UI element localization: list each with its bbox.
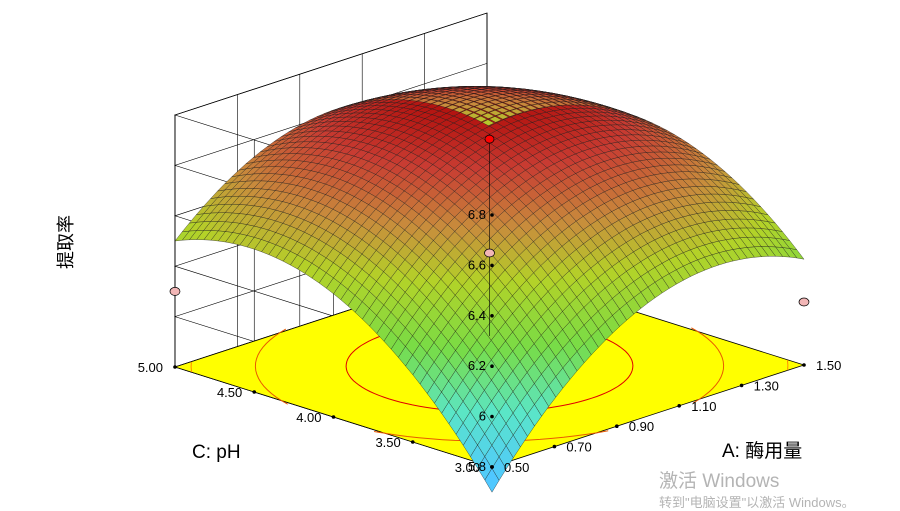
z-tick-label: 6 — [479, 409, 486, 424]
x-tick-label: 0.50 — [504, 460, 529, 475]
x-tick-label: 0.70 — [566, 440, 591, 455]
design-point — [169, 287, 181, 296]
floor-contour — [254, 328, 288, 405]
y-tick-mark — [331, 415, 336, 419]
surface-facet — [174, 230, 190, 242]
y-tick-label: 3.00 — [455, 460, 480, 475]
design-point-below — [484, 248, 495, 258]
floor-contour — [786, 359, 789, 371]
floor-contour — [190, 361, 193, 373]
x-tick-mark — [677, 404, 681, 408]
z-axis-title: 提取率 — [56, 215, 77, 269]
design-point-peak — [484, 134, 495, 144]
y-tick-label: 5.00 — [138, 360, 163, 375]
floor-contour — [691, 327, 725, 404]
x-tick-label: 0.90 — [629, 419, 654, 434]
y-axis-title: C: pH — [192, 442, 241, 463]
x-tick-mark — [552, 444, 557, 449]
x-axis-title: A: 酶用量 — [722, 440, 802, 462]
x-tick-label: 1.10 — [691, 399, 716, 414]
y-tick-mark — [252, 390, 257, 394]
z-tick-mark — [490, 314, 494, 318]
axis-ticks: 5.8 6 6.2 6.4 6.6 6.8 3.00 3.50 4.00 4.50 5.00 0.50… — [138, 207, 842, 475]
z-tick-label: 6.4 — [468, 308, 486, 323]
z-tick-label: 5.8 — [468, 459, 486, 474]
y-tick-label: 4.50 — [217, 385, 242, 400]
x-tick-mark — [490, 465, 494, 469]
windows-activation-title: 激活 Windows — [659, 471, 780, 492]
x-tick-mark — [802, 363, 806, 367]
z-tick-mark — [490, 414, 494, 419]
z-tick-label: 6.8 — [468, 207, 486, 222]
design-points — [169, 134, 810, 336]
windows-activation-hint: 转到"电脑设置"以激活 Windows。 — [659, 495, 855, 510]
z-tick-mark — [490, 263, 494, 268]
z-tick-label: 6.2 — [468, 358, 486, 373]
z-tick-label: 6.6 — [468, 257, 486, 272]
y-tick-mark — [173, 365, 177, 369]
x-tick-label: 1.50 — [816, 358, 841, 373]
x-tick-mark — [739, 383, 744, 388]
y-tick-mark — [410, 440, 415, 444]
design-point — [798, 297, 810, 307]
x-tick-label: 1.30 — [754, 378, 779, 393]
z-tick-mark — [490, 213, 494, 217]
x-tick-mark — [615, 424, 619, 429]
z-tick-mark — [490, 364, 494, 369]
y-tick-label: 4.00 — [296, 410, 321, 425]
response-surface — [174, 86, 805, 493]
y-tick-label: 3.50 — [375, 435, 400, 450]
